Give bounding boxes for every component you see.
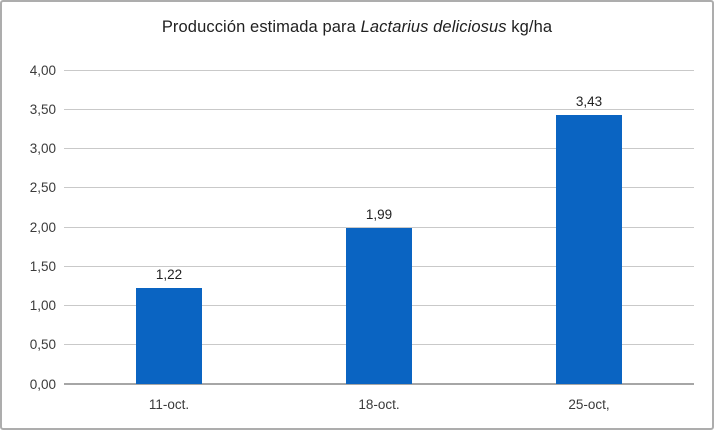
chart-title-species-italic: Lactarius deliciosus bbox=[360, 18, 507, 36]
chart-title: Producción estimada para Lactarius delic… bbox=[2, 18, 712, 37]
x-tick-label: 11-oct. bbox=[148, 397, 190, 412]
gridline bbox=[64, 69, 694, 71]
y-tick-label: 2,00 bbox=[29, 219, 56, 235]
x-axis-line bbox=[64, 383, 694, 385]
y-tick-label: 3,00 bbox=[29, 140, 56, 156]
y-tick-label: 1,00 bbox=[29, 297, 56, 313]
chart-title-suffix: kg/ha bbox=[506, 18, 553, 36]
x-tick-label: 18-oct. bbox=[358, 397, 400, 412]
plot-area: 1,22 1,99 3,43 bbox=[64, 69, 694, 385]
bar bbox=[135, 288, 202, 384]
bar-value-label: 1,99 bbox=[365, 206, 393, 222]
y-axis-labels: 0,00 0,50 1,00 1,50 2,00 2,50 3,00 3,50 4,00 bbox=[2, 63, 56, 390]
gridline bbox=[64, 226, 694, 228]
gridline bbox=[64, 187, 694, 189]
chart-title-prefix: Producción estimada para bbox=[161, 18, 361, 36]
y-tick-label: 1,50 bbox=[29, 258, 56, 274]
y-tick-label: 2,50 bbox=[29, 180, 56, 195]
bar bbox=[556, 114, 622, 384]
bar bbox=[346, 227, 412, 384]
bar-value-label: 3,43 bbox=[575, 93, 603, 109]
bar-value-label: 1,22 bbox=[155, 267, 183, 283]
x-axis-labels: 11-oct. 18-oct. 25-oct, bbox=[64, 395, 694, 417]
x-tick-label: 25-oct, bbox=[568, 397, 610, 412]
y-tick-label: 0,00 bbox=[29, 376, 56, 392]
y-tick-label: 4,00 bbox=[29, 62, 56, 78]
gridline bbox=[64, 148, 694, 149]
y-tick-label: 3,50 bbox=[29, 101, 56, 117]
gridline bbox=[64, 108, 694, 110]
y-tick-label: 0,50 bbox=[29, 337, 56, 352]
